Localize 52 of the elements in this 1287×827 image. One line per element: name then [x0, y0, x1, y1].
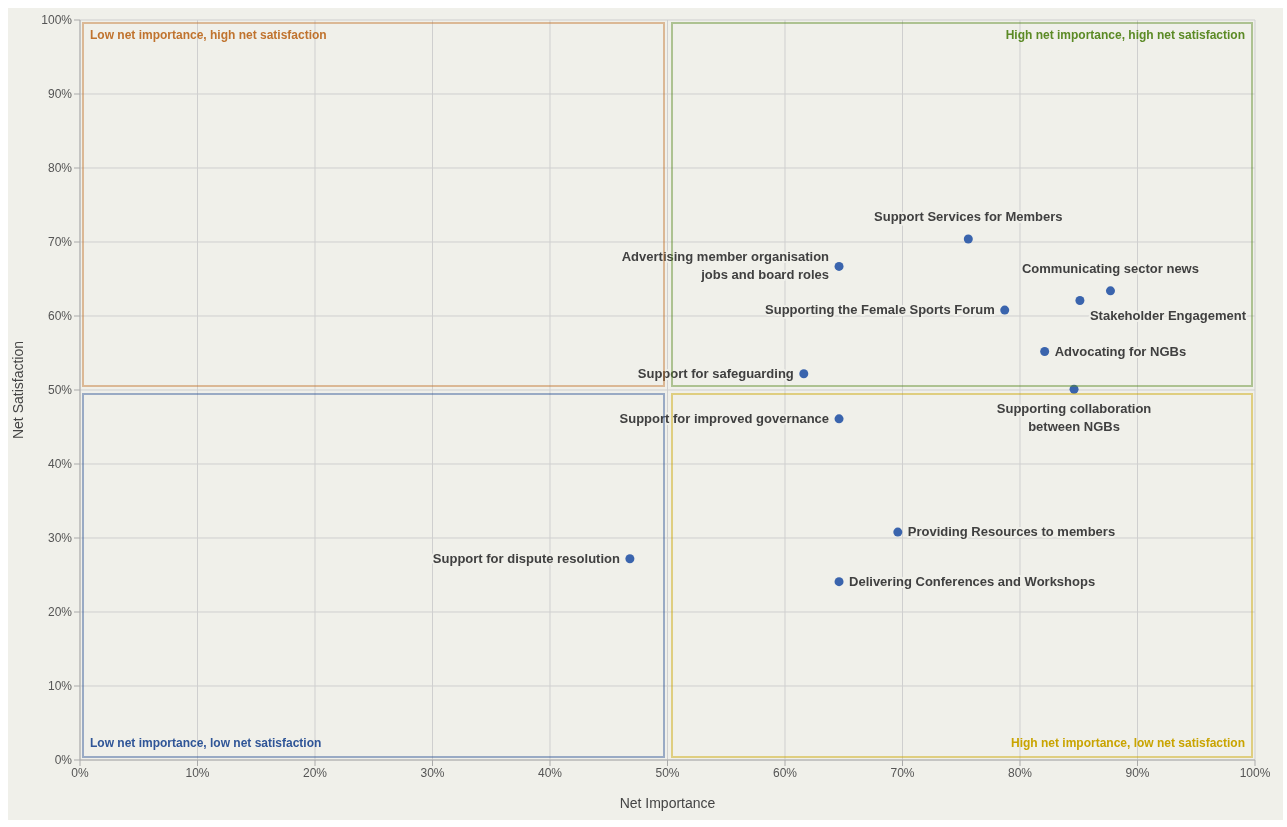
- point: [799, 369, 809, 379]
- y-tick-label: 30%: [47, 531, 73, 546]
- x-axis-title: Net Importance: [619, 795, 716, 811]
- x-tick-label: 10%: [185, 765, 210, 780]
- x-tick-label: 20%: [302, 765, 328, 780]
- y-tick-label: 60%: [47, 309, 73, 324]
- series-label: Support for improved governance: [619, 410, 830, 426]
- point: [1000, 305, 1010, 315]
- series-label: Support Services for Members: [874, 209, 1063, 225]
- y-tick-label: 90%: [47, 87, 73, 102]
- annotation: High net importance, low net satisfaction: [1010, 736, 1245, 750]
- x-tick-label: 100%: [1239, 765, 1271, 780]
- point: [834, 414, 844, 424]
- point: [625, 554, 635, 564]
- y-tick-label: 50%: [47, 383, 73, 398]
- series-label: Advertising member organisation jobs and board roles: [621, 249, 830, 283]
- y-tick-label: 0%: [54, 753, 73, 768]
- series-label: Support for dispute resolution: [432, 550, 620, 566]
- x-tick-label: 70%: [890, 765, 915, 780]
- point: [834, 261, 844, 271]
- series-label: Support for safeguarding: [637, 365, 794, 381]
- x-tick-label: 90%: [1125, 765, 1150, 780]
- annotation: Low net importance, high net satisfaction: [90, 28, 327, 42]
- x-tick-label: 40%: [537, 765, 563, 780]
- x-tick-label: 80%: [1007, 765, 1033, 780]
- y-tick-label: 10%: [47, 679, 73, 694]
- point: [834, 577, 844, 587]
- x-tick-label: 30%: [420, 765, 445, 780]
- point: [1105, 286, 1115, 296]
- point: [963, 234, 973, 244]
- y-tick-label: 100%: [41, 13, 73, 28]
- y-axis-title: Net Satisfaction: [9, 340, 26, 440]
- y-tick-label: 80%: [47, 161, 73, 176]
- series-label: Communicating sector news: [1021, 260, 1199, 276]
- series-label: Advocating for NGBs: [1054, 343, 1187, 359]
- series-label: Delivering Conferences and Workshops: [849, 573, 1096, 589]
- y-tick-label: 20%: [47, 605, 73, 620]
- point: [1069, 384, 1079, 394]
- series-label: Supporting collaboration between NGBs: [996, 401, 1152, 435]
- x-tick-label: 60%: [772, 765, 798, 780]
- x-tick-label: 50%: [655, 765, 680, 780]
- y-tick-label: 70%: [47, 235, 73, 250]
- y-tick-label: 40%: [47, 457, 73, 472]
- annotation: Low net importance, low net satisfaction: [90, 736, 322, 750]
- annotation: High net importance, high net satisfaction: [1005, 28, 1245, 42]
- point: [893, 527, 903, 537]
- x-tick-label: 0%: [71, 765, 89, 780]
- series-label: Providing Resources to members: [907, 524, 1116, 540]
- point: [1040, 347, 1050, 357]
- series-label: Supporting the Female Sports Forum: [765, 302, 995, 318]
- point: [1075, 295, 1085, 305]
- series-label: Stakeholder Engagement: [1089, 308, 1247, 324]
